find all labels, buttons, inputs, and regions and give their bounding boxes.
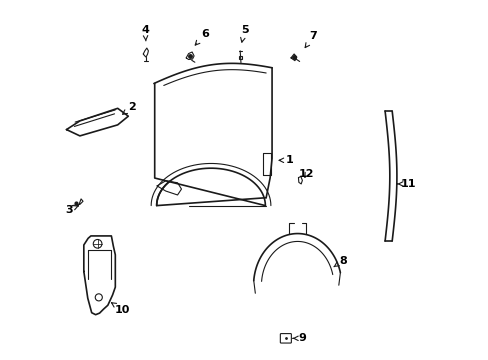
Bar <box>239 56 241 59</box>
Text: 7: 7 <box>305 31 317 48</box>
Text: 2: 2 <box>122 102 136 114</box>
Text: 9: 9 <box>293 333 306 343</box>
Text: 5: 5 <box>240 25 248 42</box>
Text: 10: 10 <box>111 303 130 315</box>
Text: 6: 6 <box>195 29 209 45</box>
Text: 8: 8 <box>333 256 346 267</box>
Text: 11: 11 <box>397 179 415 189</box>
Text: 4: 4 <box>141 25 149 41</box>
Text: 12: 12 <box>298 169 314 179</box>
Text: 3: 3 <box>65 204 79 215</box>
Text: 1: 1 <box>279 155 293 165</box>
